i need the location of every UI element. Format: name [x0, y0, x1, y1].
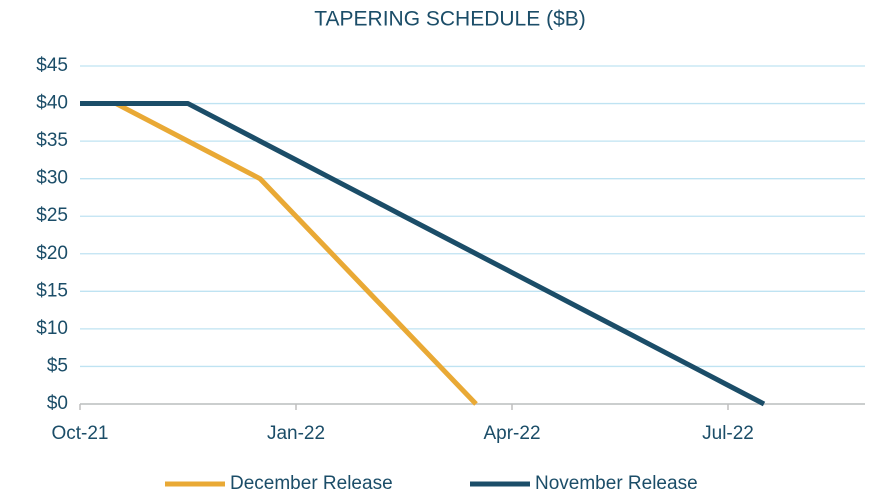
x-tick-label: Jul-22: [702, 423, 754, 444]
y-tick-label: $10: [36, 318, 68, 339]
y-tick-label: $30: [36, 168, 68, 189]
legend-label: December Release: [230, 473, 393, 494]
chart-title: TAPERING SCHEDULE ($B): [314, 8, 586, 31]
y-tick-label: $45: [36, 55, 68, 76]
x-tick-label: Jan-22: [267, 423, 325, 444]
line: [80, 101, 478, 406]
legend-label: November Release: [535, 473, 698, 494]
y-tick-label: $40: [36, 93, 68, 114]
y-tick-label: $20: [36, 243, 68, 264]
x-tick-label: Apr-22: [483, 423, 540, 444]
y-tick-label: $0: [47, 393, 68, 414]
y-tick-label: $35: [36, 130, 68, 151]
y-tick-label: $5: [47, 355, 68, 376]
x-tick-label: Oct-21: [51, 423, 108, 444]
line: [80, 101, 766, 407]
y-tick-label: $25: [36, 205, 68, 226]
y-tick-label: $15: [36, 280, 68, 301]
